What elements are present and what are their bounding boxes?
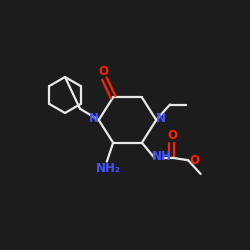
Text: N: N bbox=[89, 112, 99, 125]
Text: NH: NH bbox=[152, 150, 171, 163]
Text: O: O bbox=[167, 130, 177, 142]
Text: NH₂: NH₂ bbox=[96, 162, 121, 175]
Text: O: O bbox=[190, 154, 200, 167]
Text: N: N bbox=[156, 112, 166, 125]
Text: O: O bbox=[98, 64, 108, 78]
